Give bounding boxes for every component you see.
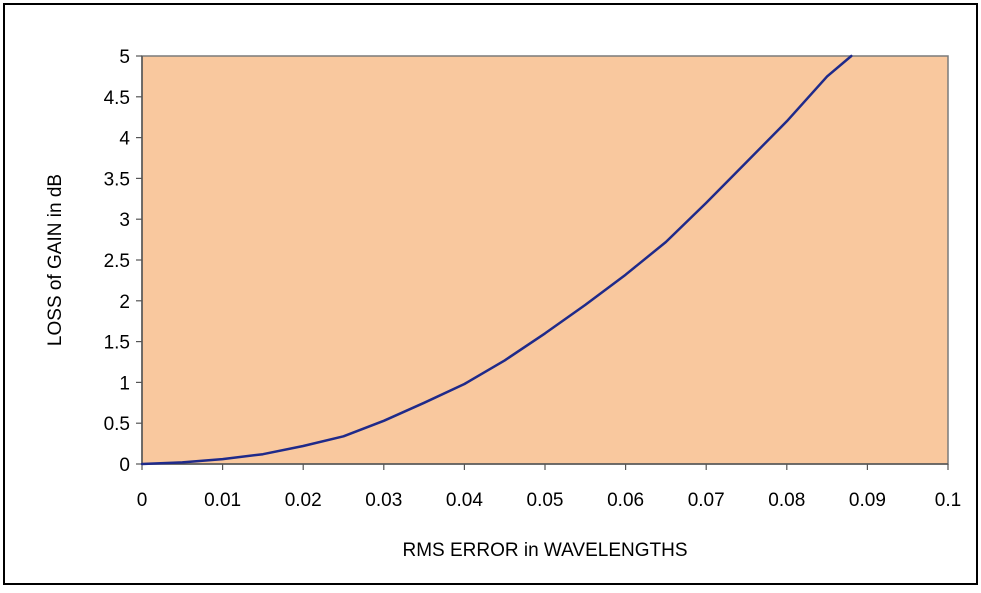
x-tick-label: 0.09	[849, 490, 886, 511]
y-tick-label: 2	[119, 292, 130, 313]
y-tick-label: 5	[119, 47, 130, 68]
x-tick-label: 0	[137, 490, 148, 511]
chart-marks: 0 0.01 0.02 0.03 0.04 0.05 0.06 0.07 0.08 0.09 0.1…	[104, 47, 962, 511]
y-tick-label: 2.5	[104, 251, 130, 272]
series-line	[140, 54, 853, 466]
y-axis-label: LOSS of GAIN in dB	[45, 174, 66, 346]
plot-area	[141, 55, 949, 465]
x-tick-label: 0.04	[446, 490, 483, 511]
y-tick-label: 1	[119, 373, 130, 394]
x-axis-label: RMS ERROR in WAVELENGTHS	[402, 540, 687, 561]
y-tick-label: 0.5	[104, 414, 130, 435]
x-tick-label: 0.08	[768, 490, 805, 511]
x-tick-label: 0.01	[204, 490, 241, 511]
x-tick-label: 0.07	[688, 490, 725, 511]
y-tick-label: 3.5	[104, 169, 130, 190]
x-tick-label: 0.1	[935, 490, 961, 511]
x-tick-label: 0.06	[607, 490, 644, 511]
y-tick-label: 0	[119, 455, 130, 476]
x-tick-label: 0.02	[285, 490, 322, 511]
y-tick-label: 4.5	[104, 88, 130, 109]
y-tick-label: 4	[119, 129, 130, 150]
x-tick-label: 0.03	[365, 490, 402, 511]
x-tick-label: 0.05	[527, 490, 564, 511]
y-tick-label: 3	[119, 210, 130, 231]
y-tick-label: 1.5	[104, 333, 130, 354]
